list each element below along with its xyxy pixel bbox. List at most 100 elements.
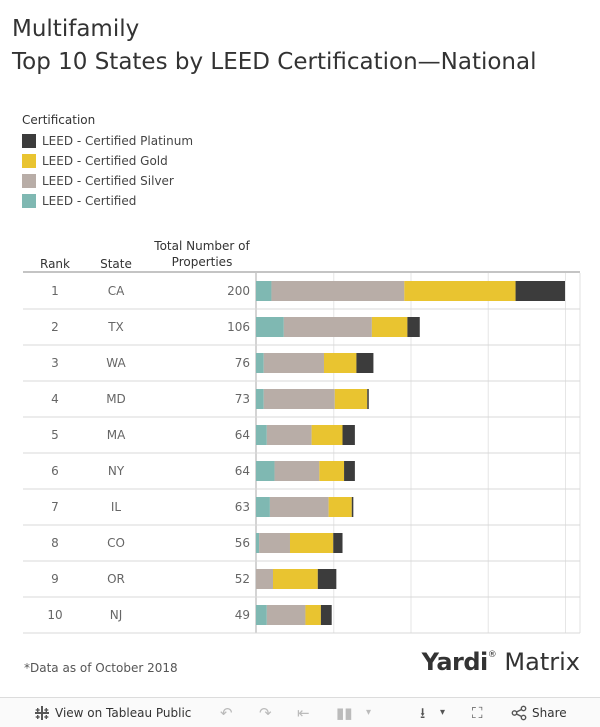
bar-segment[interactable] <box>317 569 337 589</box>
bar-segment[interactable] <box>305 605 321 625</box>
bar-segment[interactable] <box>283 317 372 337</box>
fullscreen-icon[interactable]: ⛶ <box>472 704 483 722</box>
bar-segment[interactable] <box>342 425 355 445</box>
state-label: NJ <box>110 608 123 622</box>
total-label: 73 <box>235 392 250 406</box>
bar-segment[interactable] <box>271 281 405 301</box>
total-label: 106 <box>227 320 250 334</box>
pause-icon[interactable]: ▮▮ <box>336 704 353 722</box>
legend-item[interactable]: LEED - Certified Platinum <box>22 133 193 149</box>
tableau-icon <box>35 706 49 720</box>
rank-label: 3 <box>51 356 59 370</box>
legend-item[interactable]: LEED - Certified Silver <box>22 173 174 189</box>
bar-segment[interactable] <box>367 389 369 409</box>
bar-segment[interactable] <box>319 461 345 481</box>
bar-segment[interactable] <box>266 605 306 625</box>
rank-label: 5 <box>51 428 59 442</box>
bar-segment[interactable] <box>334 389 368 409</box>
column-header-total-line2: Properties <box>171 255 233 269</box>
legend-label: LEED - Certified Gold <box>42 154 168 168</box>
legend-label: LEED - Certified <box>42 194 137 208</box>
bar-segment[interactable] <box>407 317 420 337</box>
pause-dropdown-icon[interactable]: ▾ <box>366 707 372 718</box>
bar-segment[interactable] <box>269 497 329 517</box>
logo-part2: Matrix <box>496 648 580 676</box>
total-label: 52 <box>235 572 250 586</box>
bar-segment[interactable] <box>311 425 343 445</box>
total-label: 49 <box>235 608 250 622</box>
legend-item[interactable]: LEED - Certified Gold <box>22 153 168 169</box>
yardi-matrix-logo: Yardi® Matrix <box>422 648 580 676</box>
legend-swatch <box>22 154 36 168</box>
share-label: Share <box>532 706 567 720</box>
download-icon[interactable]: ⭳ <box>420 704 426 722</box>
legend-swatch <box>22 194 36 208</box>
legend-label: LEED - Certified Platinum <box>42 134 194 148</box>
column-header-rank: Rank <box>40 257 70 271</box>
bar-segment[interactable] <box>328 497 352 517</box>
tableau-toolbar: View on Tableau Public ↶ ↷ ⇤ ▮▮ ▾ ⭳ ▾ ⛶ … <box>0 697 600 727</box>
bar-segment[interactable] <box>256 389 264 409</box>
bar-segment[interactable] <box>515 281 565 301</box>
total-label: 63 <box>235 500 250 514</box>
state-label: MA <box>107 428 126 442</box>
legend-label: LEED - Certified Silver <box>42 174 174 188</box>
bar-segment[interactable] <box>356 353 374 373</box>
revert-icon[interactable]: ⇤ <box>297 704 310 722</box>
redo-icon[interactable]: ↷ <box>259 704 272 722</box>
view-on-tableau-button[interactable]: View on Tableau Public <box>34 698 191 727</box>
bar-segment[interactable] <box>256 605 267 625</box>
bar-segment[interactable] <box>256 533 260 553</box>
bar-segment[interactable] <box>263 389 335 409</box>
bar-segment[interactable] <box>323 353 357 373</box>
stacked-bar-chart: 1 CA 200 2 TX 106 3 WA 76 4 MD 73 5 MA 64 6 NY 64 7 IL 63 8 CO… <box>23 271 581 634</box>
share-button[interactable]: Share <box>511 698 567 727</box>
download-dropdown-icon[interactable]: ▾ <box>440 707 446 718</box>
bar-segment[interactable] <box>351 497 354 517</box>
bar-segment[interactable] <box>289 533 334 553</box>
bar-segment[interactable] <box>344 461 355 481</box>
total-label: 200 <box>227 284 250 298</box>
state-label: TX <box>107 320 124 334</box>
bar-segment[interactable] <box>259 533 290 553</box>
bar-segment[interactable] <box>256 461 275 481</box>
column-header-state: State <box>100 257 132 271</box>
footnote: *Data as of October 2018 <box>24 661 178 675</box>
total-label: 76 <box>235 356 250 370</box>
total-label: 64 <box>235 428 250 442</box>
bar-segment[interactable] <box>263 353 324 373</box>
bar-segment[interactable] <box>256 353 264 373</box>
bar-segment[interactable] <box>320 605 332 625</box>
logo-part1: Yardi <box>421 648 489 676</box>
state-label: CO <box>107 536 125 550</box>
bar-segment[interactable] <box>371 317 408 337</box>
bar-segment[interactable] <box>272 569 318 589</box>
rank-label: 2 <box>51 320 59 334</box>
total-label: 64 <box>235 464 250 478</box>
bar-segment[interactable] <box>256 425 267 445</box>
rank-label: 1 <box>51 284 59 298</box>
bar-segment[interactable] <box>256 569 273 589</box>
undo-icon[interactable]: ↶ <box>220 704 233 722</box>
bar-segment[interactable] <box>333 533 343 553</box>
share-icon <box>511 705 527 721</box>
bar-segment[interactable] <box>404 281 516 301</box>
legend-item[interactable]: LEED - Certified <box>22 193 136 209</box>
state-label: IL <box>111 500 122 514</box>
logo-registered-mark: ® <box>487 650 497 660</box>
state-label: OR <box>107 572 125 586</box>
legend-swatch <box>22 134 36 148</box>
bar-segment[interactable] <box>266 425 312 445</box>
total-label: 56 <box>235 536 250 550</box>
rank-label: 9 <box>51 572 59 586</box>
bar-segment[interactable] <box>274 461 320 481</box>
rank-label: 4 <box>51 392 59 406</box>
bar-segment[interactable] <box>256 497 270 517</box>
legend-title: Certification <box>22 113 96 127</box>
column-header-total: Total Number of Properties <box>148 238 256 270</box>
state-label: CA <box>108 284 125 298</box>
state-label: WA <box>106 356 126 370</box>
rank-label: 7 <box>51 500 59 514</box>
bar-segment[interactable] <box>256 317 284 337</box>
bar-segment[interactable] <box>256 281 272 301</box>
